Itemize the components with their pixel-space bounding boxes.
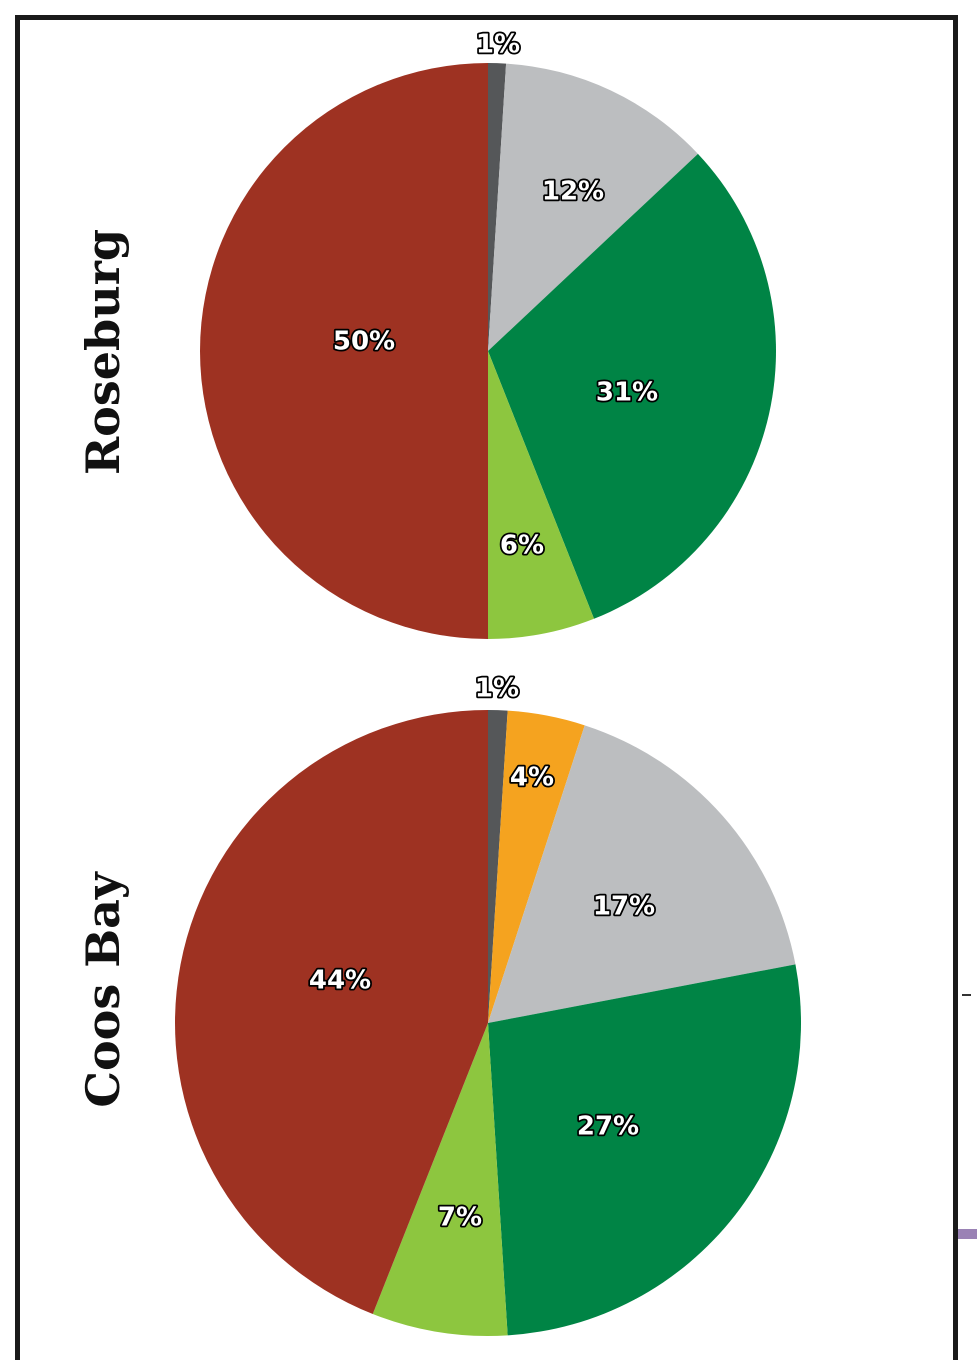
coos-bay-slice-2 <box>488 725 796 1023</box>
coos-bay-slice-4 <box>372 1023 508 1336</box>
roseburg-slice-label-4: 50% <box>333 327 395 357</box>
roseburg-slice-label-3: 6% <box>500 531 544 561</box>
coos-bay-slice-label-2: 17% <box>593 892 655 922</box>
coos-bay-slice-label-0: 1% <box>475 674 519 704</box>
coos-bay-slice-5 <box>175 710 488 1315</box>
roseburg-slice-label-2: 31% <box>596 378 658 408</box>
coos-bay-slice-label-3: 27% <box>577 1112 639 1142</box>
coos-bay-slice-1 <box>488 710 585 1023</box>
roseburg-slice-0 <box>488 63 507 351</box>
roseburg-slice-1 <box>488 63 698 352</box>
coos-bay-slice-label-4: 7% <box>438 1203 482 1233</box>
roseburg-slice-label-0: 1% <box>476 30 520 60</box>
coos-bay-pie: 1% 4% 17% 27% 7% 44% <box>175 672 801 1336</box>
roseburg-slice-4 <box>200 63 488 639</box>
roseburg-slice-2 <box>488 153 777 619</box>
coos-bay-slice-3 <box>488 964 801 1336</box>
coos-bay-slice-0 <box>488 710 508 1023</box>
roseburg-pie: 1% 12% 31% 6% 50% <box>200 28 777 639</box>
edge-dash <box>962 994 971 996</box>
edge-bar <box>958 1229 977 1239</box>
roseburg-slice-label-1: 12% <box>542 177 604 207</box>
roseburg-slice-3 <box>488 351 595 639</box>
coos-bay-slice-label-5: 44% <box>309 966 371 996</box>
coos-bay-slice-label-1: 4% <box>510 763 554 793</box>
